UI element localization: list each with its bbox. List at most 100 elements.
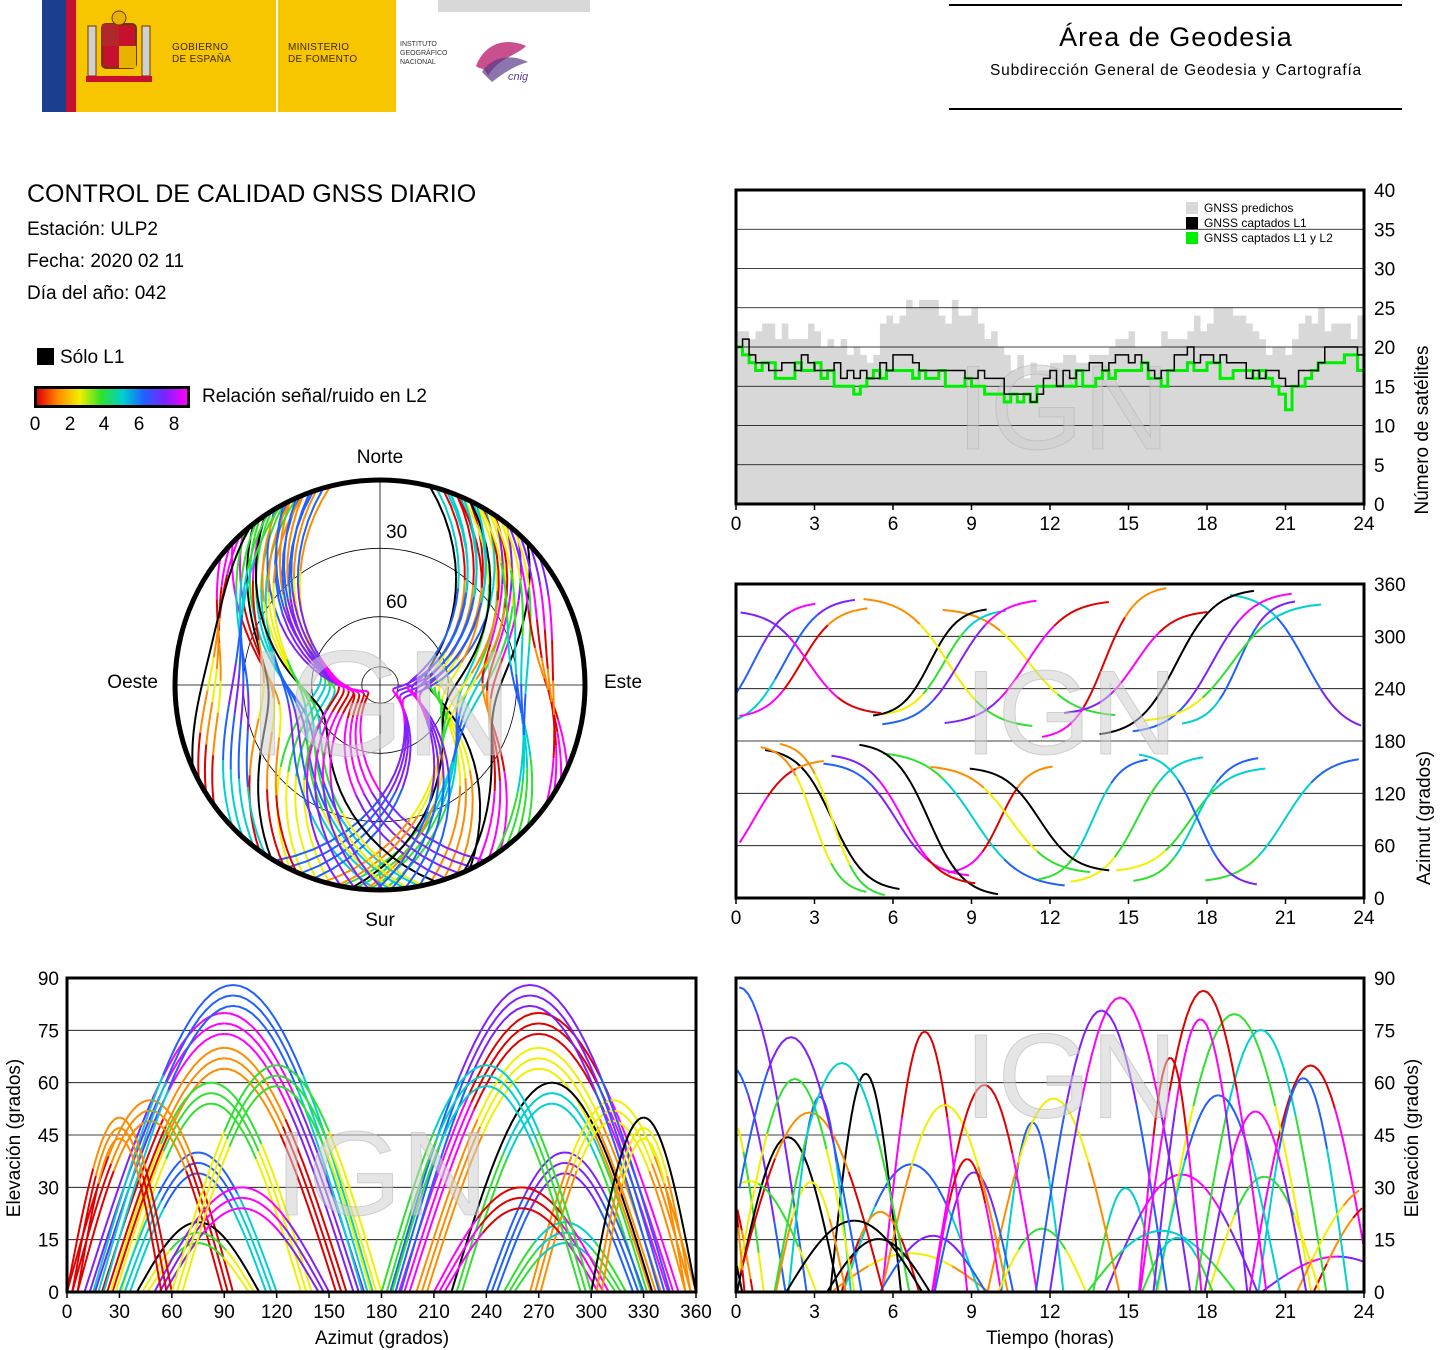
elevation-time-track (756, 1013, 777, 1089)
y-tick-label: 0 (48, 1283, 59, 1304)
x-tick-label: 9 (966, 908, 977, 929)
skyplot-track (547, 596, 554, 641)
skyplot-track (321, 712, 339, 785)
azimuth-track (782, 624, 829, 691)
x-tick-label: 150 (313, 1302, 345, 1323)
elevation-time-track (1140, 1173, 1182, 1214)
skyplot-track (313, 782, 356, 890)
skyplot-track (543, 629, 549, 669)
skyplot-track (396, 677, 426, 693)
skyplot-track (438, 597, 475, 669)
skyplot-track (544, 758, 555, 806)
elevation-time-track (1064, 1249, 1088, 1293)
y-tick-label: 45 (1374, 1126, 1395, 1147)
skyplot-track (464, 677, 491, 723)
x-tick-label: 30 (109, 1302, 130, 1323)
skyplot-track (350, 809, 428, 889)
elevation-azimuth-track (162, 983, 234, 1076)
elevation-azimuth-track (118, 1192, 160, 1293)
elevation-azimuth-track (149, 1099, 193, 1157)
skyplot-track (501, 599, 520, 659)
elevation-time-track (984, 1084, 1014, 1154)
skyplot-track (518, 534, 533, 577)
azimuth-track (848, 864, 886, 897)
y-tick-label: 60 (1374, 1074, 1395, 1095)
elevation-time-track (810, 1181, 831, 1219)
elevation-azimuth-track (241, 1186, 287, 1219)
skyplot-track (514, 627, 518, 675)
elevation-azimuth-track (467, 1011, 539, 1096)
elevation-azimuth-track (197, 1186, 242, 1219)
x-tick-label: 270 (523, 1302, 555, 1323)
ign-watermark: IGN (247, 619, 514, 787)
elevation-time-track (905, 1255, 931, 1293)
azimuth-track (813, 773, 851, 866)
elevation-time-track (1177, 1236, 1198, 1257)
skyplot-track (508, 525, 523, 568)
skyplot-track (359, 714, 380, 791)
elevation-azimuth-track (551, 1092, 601, 1152)
elevation-azimuth-track (76, 1183, 100, 1293)
elevation-time-track (757, 1252, 765, 1293)
skyplot-track (401, 698, 406, 725)
elevation-azimuth-track (668, 1168, 697, 1293)
x-tick-label: 120 (261, 1302, 293, 1323)
skyplot-track (526, 757, 534, 828)
elevation-azimuth-track (211, 1081, 263, 1145)
elevation-azimuth-track (551, 1081, 603, 1145)
elevation-azimuth-track (224, 1011, 296, 1096)
elevation-time-track (1199, 1018, 1227, 1110)
x-tick-label: 0 (62, 1302, 73, 1323)
azimuth-track (1261, 603, 1322, 629)
skyplot-track (455, 770, 474, 876)
azimuth-track (1214, 767, 1266, 790)
elevation-time-track (946, 1117, 969, 1293)
elevation-time-track (932, 1202, 951, 1293)
azimuth-track (947, 850, 984, 874)
elevation-azimuth-track (119, 1137, 142, 1184)
azimuth-track (1113, 781, 1160, 858)
azimuth-track (1133, 855, 1176, 882)
elevation-azimuth-track (459, 983, 531, 1076)
elevation-time-track (1327, 1204, 1345, 1230)
skyplot-track (222, 760, 234, 828)
elevation-azimuth-track (66, 1168, 95, 1293)
elevation-time-track (741, 1270, 746, 1293)
skyplot-track (323, 819, 411, 883)
skyplot-track (442, 778, 468, 881)
skyplot-track (351, 693, 361, 718)
skyplot-track (282, 606, 329, 675)
legend-label-l1l2: GNSS captados L1 y L2 (1204, 231, 1333, 245)
y-tick-label: 15 (1374, 1231, 1395, 1252)
azimuth-track (774, 614, 819, 680)
azimuth-track (823, 762, 873, 787)
skyplot-track (449, 491, 469, 593)
plot-frame (734, 582, 1366, 900)
elevation-time-track (832, 1142, 863, 1293)
elevation-time-track (738, 1133, 769, 1270)
skyplot-track (475, 503, 487, 603)
skyplot-track (246, 786, 267, 856)
azimuth-track (943, 778, 1005, 861)
skyplot-track (309, 706, 316, 743)
elevation-time-track (1278, 1077, 1304, 1149)
skyplot-track (240, 520, 258, 580)
azimuth-track (1110, 758, 1148, 784)
y-tick-label: 25 (1374, 299, 1395, 320)
elevation-azimuth-track (222, 1256, 250, 1293)
snr-tick: 0 (29, 414, 41, 435)
azimuth-track (1073, 782, 1112, 857)
snr-tick: 8 (168, 414, 180, 435)
skyplot-track (203, 744, 208, 794)
elevation-azimuth-track (589, 1256, 617, 1293)
elevation-time-track (1333, 1108, 1365, 1246)
skyplot-track (539, 585, 546, 630)
skyplot-track (290, 491, 311, 592)
elevation-azimuth-track (232, 1004, 299, 1091)
y-tick-label: 60 (1374, 837, 1395, 858)
elevation-azimuth-track (114, 1150, 165, 1293)
skyplot-track (293, 708, 302, 749)
azimuth-track (1218, 625, 1259, 700)
y-tick-label: 35 (1374, 220, 1395, 241)
skyplot-track (278, 704, 282, 738)
